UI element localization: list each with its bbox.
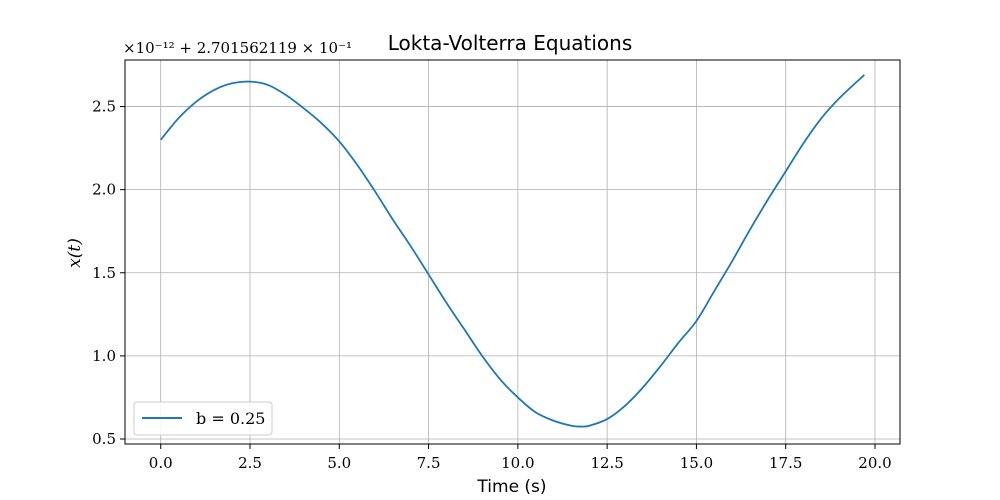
plot-frame	[124, 59, 901, 445]
x-tick-label: 12.5	[590, 454, 623, 472]
x-axis-ticks: 0.0 2.5 5.0 7.5 10.0 12.5 15.0 17.5 20.0	[149, 444, 892, 472]
series-layer	[160, 74, 865, 428]
y-tick-label: 0.5	[92, 430, 116, 448]
y-axis-ticks: 0.5 1.0 1.5 2.0 2.5	[92, 98, 125, 448]
y-axis-offset-label: ×10⁻¹² + 2.701562119 × 10⁻¹	[123, 39, 352, 57]
x-tick-label: 17.5	[769, 454, 802, 472]
series-line	[160, 74, 865, 428]
x-tick-label: 7.5	[417, 454, 441, 472]
chart-title: Lokta-Volterra Equations	[388, 31, 633, 55]
legend: b = 0.25	[133, 401, 273, 436]
x-tick-label: 10.0	[501, 454, 534, 472]
y-tick-label: 1.0	[92, 347, 116, 365]
legend-entry-label: b = 0.25	[196, 409, 265, 428]
x-tick-label: 5.0	[327, 454, 351, 472]
x-tick-label: 2.5	[238, 454, 262, 472]
x-tick-label: 0.0	[149, 454, 173, 472]
x-tick-label: 20.0	[858, 454, 891, 472]
y-tick-label: 1.5	[92, 264, 116, 282]
grid	[125, 60, 900, 444]
x-axis-label: Time (s)	[476, 477, 546, 497]
y-axis-label: x(t)	[65, 238, 85, 268]
x-tick-label: 15.0	[680, 454, 713, 472]
legend-box	[133, 401, 273, 436]
y-tick-label: 2.0	[92, 181, 116, 199]
y-tick-label: 2.5	[92, 98, 116, 116]
